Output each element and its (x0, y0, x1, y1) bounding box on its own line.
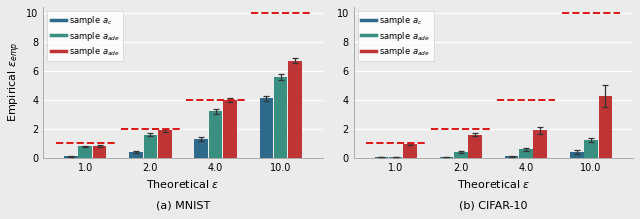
Bar (505, 156, 518, 158)
Bar (598, 96, 612, 158)
X-axis label: Theoretical $\varepsilon$: Theoretical $\varepsilon$ (456, 178, 530, 190)
Bar (570, 152, 584, 158)
Bar (584, 140, 598, 158)
Bar (158, 131, 172, 158)
Bar (79, 146, 92, 158)
Bar (454, 152, 468, 158)
Text: (a) MNIST: (a) MNIST (156, 200, 210, 210)
X-axis label: Theoretical $\varepsilon$: Theoretical $\varepsilon$ (146, 178, 220, 190)
Bar (440, 157, 453, 158)
Bar (533, 131, 547, 158)
Y-axis label: Empirical $\varepsilon_{emp}$: Empirical $\varepsilon_{emp}$ (7, 42, 23, 122)
Bar (195, 139, 208, 158)
Bar (259, 98, 273, 158)
Bar (93, 146, 106, 158)
Legend: sample $a_c$, sample $a_{ade}$, sample $a_{ade}$: sample $a_c$, sample $a_{ade}$, sample $… (47, 11, 124, 61)
Bar (288, 61, 302, 158)
Bar (129, 152, 143, 158)
Bar (209, 111, 222, 158)
Bar (389, 157, 403, 158)
Text: (b) CIFAR-10: (b) CIFAR-10 (459, 200, 527, 210)
Legend: sample $a_c$, sample $a_{ade}$, sample $a_{ade}$: sample $a_c$, sample $a_{ade}$, sample $… (358, 11, 434, 61)
Bar (468, 135, 482, 158)
Bar (374, 157, 388, 158)
Bar (403, 144, 417, 158)
Bar (143, 135, 157, 158)
Bar (223, 100, 237, 158)
Bar (64, 156, 77, 158)
Bar (274, 77, 287, 158)
Bar (519, 149, 532, 158)
